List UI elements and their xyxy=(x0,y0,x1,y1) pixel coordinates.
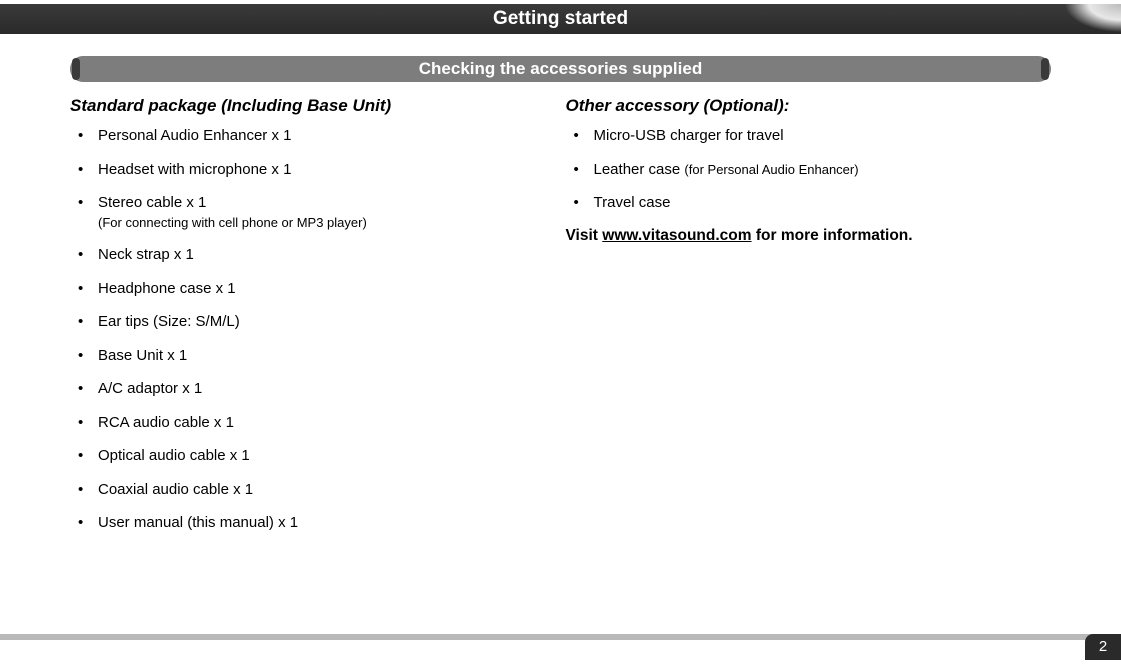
item-text: Headset with microphone x 1 xyxy=(98,161,291,178)
item-text: Ear tips (Size: S/M/L) xyxy=(98,313,240,330)
page-title-bar: Getting started xyxy=(0,4,1121,34)
content-area: Checking the accessories supplied Standa… xyxy=(0,34,1121,547)
page-footer: 2 xyxy=(0,640,1121,660)
item-text: Micro-USB charger for travel xyxy=(594,127,784,144)
list-item: Ear tips (Size: S/M/L) xyxy=(70,312,536,332)
list-item: Neck strap x 1 xyxy=(70,245,536,265)
left-heading: Standard package (Including Base Unit) xyxy=(70,96,536,116)
item-text: Optical audio cable x 1 xyxy=(98,447,250,464)
item-text: Base Unit x 1 xyxy=(98,347,187,364)
visit-line: Visit www.vitasound.com for more informa… xyxy=(566,227,1032,245)
bar-cap-right xyxy=(1041,58,1049,80)
page-number: 2 xyxy=(1099,638,1107,655)
left-column: Standard package (Including Base Unit) P… xyxy=(70,96,556,547)
item-text: User manual (this manual) x 1 xyxy=(98,514,298,531)
list-item: Headphone case x 1 xyxy=(70,279,536,299)
list-item: Leather case (for Personal Audio Enhance… xyxy=(566,160,1032,180)
item-subtext: (For connecting with cell phone or MP3 p… xyxy=(98,215,536,232)
item-text: Coaxial audio cable x 1 xyxy=(98,481,253,498)
right-column: Other accessory (Optional): Micro-USB ch… xyxy=(556,96,1052,547)
list-item: User manual (this manual) x 1 xyxy=(70,513,536,533)
list-item: Micro-USB charger for travel xyxy=(566,126,1032,146)
list-item: Stereo cable x 1 (For connecting with cel… xyxy=(70,193,536,231)
item-text: A/C adaptor x 1 xyxy=(98,380,202,397)
visit-prefix: Visit xyxy=(566,227,603,244)
list-item: Base Unit x 1 xyxy=(70,346,536,366)
footer-line xyxy=(0,634,1121,640)
right-heading: Other accessory (Optional): xyxy=(566,96,1032,116)
item-text: Headphone case x 1 xyxy=(98,280,236,297)
item-text: Leather case xyxy=(594,161,685,178)
standard-package-list: Personal Audio Enhancer x 1 Headset with… xyxy=(70,126,536,533)
item-text: Stereo cable x 1 xyxy=(98,194,206,211)
item-text: RCA audio cable x 1 xyxy=(98,414,234,431)
columns: Standard package (Including Base Unit) P… xyxy=(70,96,1051,547)
list-item: Headset with microphone x 1 xyxy=(70,160,536,180)
section-title-bar: Checking the accessories supplied xyxy=(70,56,1051,82)
item-text: Travel case xyxy=(594,194,671,211)
bar-cap-left xyxy=(72,58,80,80)
list-item: Travel case xyxy=(566,193,1032,213)
list-item: RCA audio cable x 1 xyxy=(70,413,536,433)
visit-url[interactable]: www.vitasound.com xyxy=(602,227,751,244)
page-number-tab: 2 xyxy=(1085,634,1121,660)
item-text: Neck strap x 1 xyxy=(98,246,194,263)
item-text: Personal Audio Enhancer x 1 xyxy=(98,127,291,144)
page-title: Getting started xyxy=(493,8,628,29)
list-item: Optical audio cable x 1 xyxy=(70,446,536,466)
list-item: Coaxial audio cable x 1 xyxy=(70,480,536,500)
section-title: Checking the accessories supplied xyxy=(419,59,702,78)
list-item: Personal Audio Enhancer x 1 xyxy=(70,126,536,146)
list-item: A/C adaptor x 1 xyxy=(70,379,536,399)
optional-accessory-list: Micro-USB charger for travel Leather cas… xyxy=(566,126,1032,213)
visit-suffix: for more information. xyxy=(752,227,913,244)
item-inline-subtext: (for Personal Audio Enhancer) xyxy=(684,162,858,177)
